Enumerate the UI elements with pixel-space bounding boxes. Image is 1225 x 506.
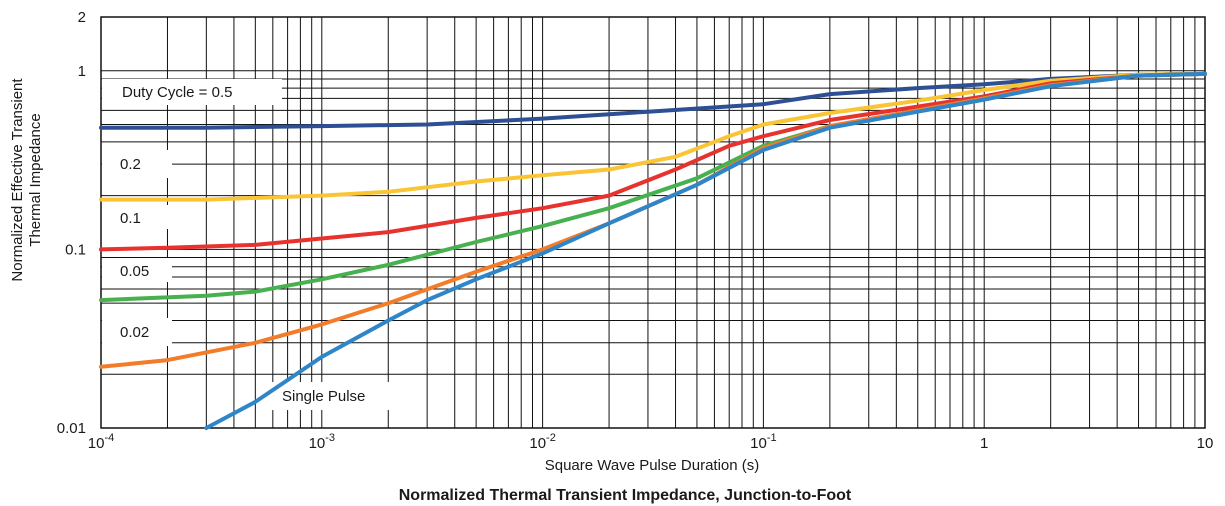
- label-box: [272, 382, 394, 410]
- y-axis-label-line-1: Normalized Effective Transient: [9, 78, 26, 282]
- y-axis-label-line-2: Thermal Impedance: [27, 113, 44, 246]
- y-tick-label: 2: [78, 9, 86, 26]
- label-box: [102, 258, 172, 282]
- tick-labels: 10-4 10-3 10-2 10-1 1 10 0.01 0.1 1 2: [57, 9, 1214, 452]
- x-tick-label: 10-1: [750, 432, 776, 452]
- x-tick-label: 1: [980, 435, 988, 452]
- annotations: Duty Cycle = 0.5 0.2 0.1 0.05 0.02 Single Pul…: [102, 79, 394, 410]
- x-axis-label: Square Wave Pulse Duration (s): [545, 457, 760, 474]
- series-group: [99, 71, 1207, 430]
- series-label: 0.05: [120, 263, 149, 280]
- grid: [101, 17, 1205, 428]
- series-label: Duty Cycle = 0.5: [122, 84, 232, 101]
- series-line-1: [99, 71, 1207, 202]
- label-box: [102, 79, 282, 105]
- label-box: [102, 205, 172, 229]
- x-tick-label: 10: [1197, 435, 1214, 452]
- x-tick-label: 10-3: [309, 432, 335, 452]
- label-box: [102, 150, 172, 178]
- series-label: 0.02: [120, 324, 149, 341]
- y-axis-label: Normalized Effective Transient Thermal I…: [9, 78, 44, 282]
- chart-title: Normalized Thermal Transient Impedance, …: [399, 487, 852, 504]
- y-tick-label: 0.01: [57, 420, 86, 437]
- series-label: 0.2: [120, 156, 141, 173]
- x-tick-label: 10-4: [88, 432, 114, 452]
- plot-frame: [100, 16, 1206, 429]
- plot-border: [100, 16, 1206, 429]
- series-line-5: [204, 71, 1207, 430]
- x-tick-label: 10-2: [529, 432, 555, 452]
- series-label: 0.1: [120, 210, 141, 227]
- label-box: [102, 318, 172, 346]
- y-tick-label: 0.1: [65, 241, 86, 258]
- y-tick-label: 1: [78, 63, 86, 80]
- series-label: Single Pulse: [282, 388, 365, 405]
